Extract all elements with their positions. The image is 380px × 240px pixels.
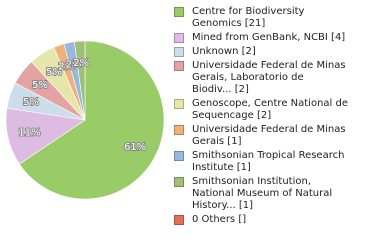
legend-swatch [174, 99, 184, 109]
legend-swatch [174, 125, 184, 135]
pie-slice [18, 40, 165, 200]
legend-entry: Unknown [2] [174, 46, 378, 58]
slice-label: 5% [32, 80, 48, 91]
legend-entry: Genoscope, Centre National de Sequencage… [174, 98, 378, 122]
slice-label: 2% [73, 58, 89, 69]
legend-swatch [174, 151, 184, 161]
legend-entry: 0 Others [] [174, 214, 378, 226]
legend-label: Mined from GenBank, NCBI [4] [192, 32, 346, 43]
legend-label: 0 Others [] [192, 214, 247, 225]
pie: 61%11%5%5%5%2%2%2% [5, 40, 165, 200]
pie-slice [74, 40, 86, 121]
legend-label: Genoscope, Centre National de Sequencage… [192, 98, 349, 121]
legend-label: Universidade Federal de Minas Gerais, La… [192, 60, 346, 95]
legend-entry: Smithsonian Tropical Research Institute … [174, 150, 378, 174]
legend-entry: Smithsonian Institution, National Museum… [174, 176, 378, 212]
legend-label: Unknown [2] [192, 46, 256, 57]
legend-swatch [174, 177, 184, 187]
legend-entry: Universidade Federal de Minas Gerais [1] [174, 124, 378, 148]
slice-label: 2% [66, 59, 82, 70]
legend: Centre for Biodiversity Genomics [21] Min… [174, 6, 378, 228]
legend-swatch [174, 215, 184, 225]
legend-entry: Universidade Federal de Minas Gerais, La… [174, 60, 378, 96]
legend-swatch [174, 7, 184, 17]
slice-label: 61% [124, 142, 146, 153]
legend-swatch [174, 61, 184, 71]
legend-entry: Mined from GenBank, NCBI [4] [174, 32, 378, 44]
legend-label: Centre for Biodiversity Genomics [21] [192, 6, 305, 29]
legend-label: Smithsonian Tropical Research Institute … [192, 150, 345, 173]
slice-label: 11% [18, 127, 40, 138]
legend-swatch [174, 47, 184, 57]
slice-label: 5% [46, 67, 62, 78]
legend-label: Smithsonian Institution, National Museum… [192, 176, 333, 211]
legend-label: Universidade Federal de Minas Gerais [1] [192, 124, 346, 147]
legend-entry: Centre for Biodiversity Genomics [21] [174, 6, 378, 30]
legend-swatch [174, 33, 184, 43]
slice-label: 5% [23, 97, 39, 108]
slice-label: 2% [58, 61, 74, 72]
